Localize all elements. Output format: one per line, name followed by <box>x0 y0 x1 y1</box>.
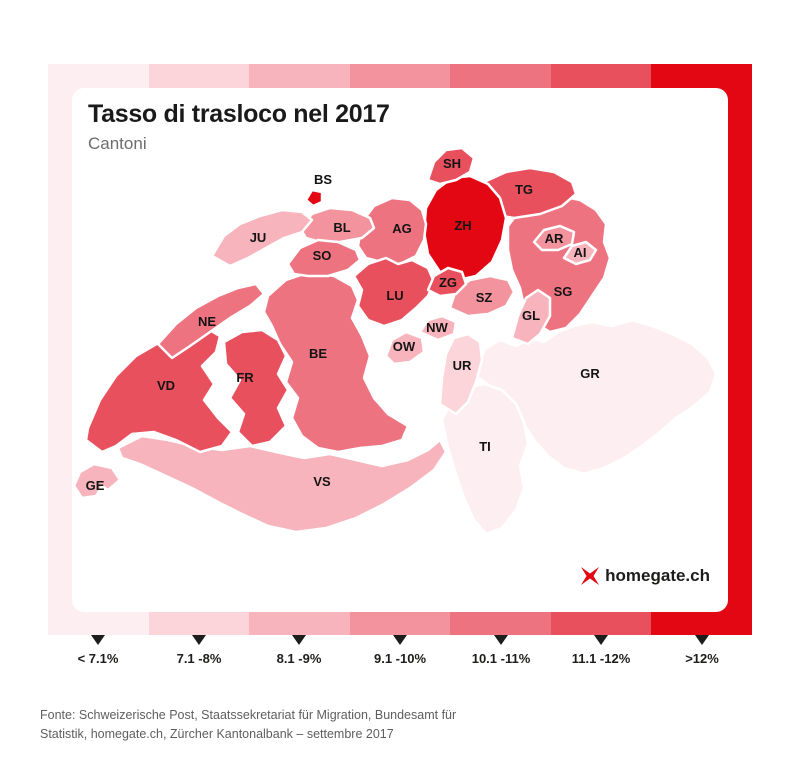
legend-label: >12% <box>685 651 719 666</box>
canton-vs <box>116 434 448 534</box>
legend-label: < 7.1% <box>77 651 119 666</box>
canton-vd <box>84 326 234 454</box>
canton-label-zg: ZG <box>439 275 457 290</box>
legend-marker-triangle-icon <box>594 635 608 645</box>
homegate-logo-text: homegate.ch <box>605 566 710 585</box>
canton-bs <box>304 188 324 208</box>
canton-label-bs: BS <box>314 172 332 187</box>
canton-ur <box>438 332 484 416</box>
legend-marker-triangle-icon <box>494 635 508 645</box>
canton-label-sh: SH <box>443 156 461 171</box>
canton-zg <box>426 266 468 298</box>
canton-label-nw: NW <box>426 320 448 335</box>
canton-label-gr: GR <box>580 366 600 381</box>
canton-ge <box>72 462 122 500</box>
legend-label: 7.1 -8% <box>176 651 222 666</box>
canton-label-ai: AI <box>574 245 587 260</box>
switzerland-map: GR TI VS BE VD SG TG ZH SH AG BL SO JU N… <box>72 146 718 536</box>
canton-label-zh: ZH <box>454 218 471 233</box>
card: Tasso di trasloco nel 2017 Cantoni <box>72 88 728 612</box>
canton-label-ow: OW <box>393 339 416 354</box>
source-note-line1: Fonte: Schweizerische Post, Staatssekret… <box>40 708 457 722</box>
canton-ai <box>562 240 598 266</box>
canton-label-ag: AG <box>392 221 412 236</box>
canton-label-vs: VS <box>313 474 331 489</box>
canton-label-so: SO <box>313 248 332 263</box>
canton-label-ju: JU <box>250 230 267 245</box>
canton-be <box>262 270 410 454</box>
legend-marker-triangle-icon <box>393 635 407 645</box>
canton-label-ne: NE <box>198 314 216 329</box>
canton-label-vd: VD <box>157 378 175 393</box>
page-subtitle: Cantoni <box>88 134 147 153</box>
canton-ar <box>532 224 576 252</box>
canton-label-ur: UR <box>453 358 472 373</box>
canton-label-lu: LU <box>386 288 403 303</box>
canton-ti <box>440 382 530 536</box>
canton-ne <box>156 282 266 360</box>
canton-gr <box>474 318 718 476</box>
canton-ju <box>210 208 314 268</box>
canton-label-fr: FR <box>236 370 254 385</box>
homegate-logo: homegate.ch <box>580 566 710 586</box>
canton-label-be: BE <box>309 346 327 361</box>
legend-label: 9.1 -10% <box>373 651 427 666</box>
legend-marker-triangle-icon <box>91 635 105 645</box>
homegate-x-icon <box>580 567 600 585</box>
legend-marker-triangle-icon <box>695 635 709 645</box>
canton-fr <box>222 328 290 448</box>
legend-label: 8.1 -9% <box>276 651 322 666</box>
canton-label-ar: AR <box>545 231 564 246</box>
canton-so <box>286 238 362 278</box>
canton-label-ti: TI <box>479 439 491 454</box>
canton-label-gl: GL <box>522 308 540 323</box>
legend-label: 11.1 -12% <box>571 651 631 666</box>
canton-gl <box>510 288 552 346</box>
canton-label-sg: SG <box>554 284 573 299</box>
source-note-line2: Statistik, homegate.ch, Zürcher Kantonal… <box>40 727 394 742</box>
canton-ow <box>384 330 426 366</box>
legend-marker-triangle-icon <box>192 635 206 645</box>
canton-nw <box>418 314 458 342</box>
legend-marker-triangle-icon <box>292 635 306 645</box>
canton-sh <box>426 146 476 186</box>
canton-label-tg: TG <box>515 182 533 197</box>
page-title: Tasso di trasloco nel 2017 <box>88 100 390 128</box>
canton-label-bl: BL <box>333 220 350 235</box>
canton-lu <box>352 256 436 328</box>
canton-label-ge: GE <box>86 478 105 493</box>
canton-label-sz: SZ <box>476 290 493 305</box>
legend-label: 10.1 -11% <box>471 651 531 666</box>
source-note: Fonte: Schweizerische Post, Staatssekret… <box>40 706 456 745</box>
